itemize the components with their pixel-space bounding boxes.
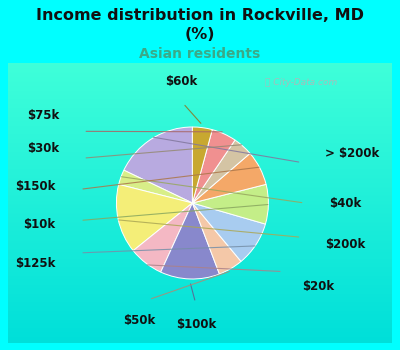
Text: (%): (%) — [185, 27, 215, 42]
Text: $50k: $50k — [123, 314, 155, 327]
Text: ⓘ City-Data.com: ⓘ City-Data.com — [264, 78, 337, 86]
Text: $60k: $60k — [165, 75, 197, 88]
Text: $75k: $75k — [27, 109, 59, 122]
Wedge shape — [192, 127, 212, 203]
Text: $30k: $30k — [27, 142, 59, 155]
Text: $20k: $20k — [302, 280, 335, 293]
Text: $150k: $150k — [15, 180, 56, 193]
Wedge shape — [192, 203, 266, 261]
Wedge shape — [133, 203, 192, 272]
Text: $200k: $200k — [326, 238, 366, 251]
Wedge shape — [192, 153, 266, 203]
Wedge shape — [161, 203, 220, 279]
Wedge shape — [192, 203, 241, 274]
Wedge shape — [119, 170, 192, 203]
Text: Asian residents: Asian residents — [139, 47, 261, 61]
Text: > $200k: > $200k — [326, 147, 380, 160]
Wedge shape — [124, 127, 192, 203]
Wedge shape — [192, 140, 250, 203]
Text: Income distribution in Rockville, MD: Income distribution in Rockville, MD — [36, 8, 364, 23]
Text: $40k: $40k — [329, 196, 362, 210]
Text: $125k: $125k — [15, 257, 56, 270]
Wedge shape — [192, 130, 235, 203]
Wedge shape — [192, 184, 268, 224]
Wedge shape — [116, 184, 192, 251]
Text: $100k: $100k — [176, 318, 216, 331]
Text: $10k: $10k — [24, 218, 56, 231]
